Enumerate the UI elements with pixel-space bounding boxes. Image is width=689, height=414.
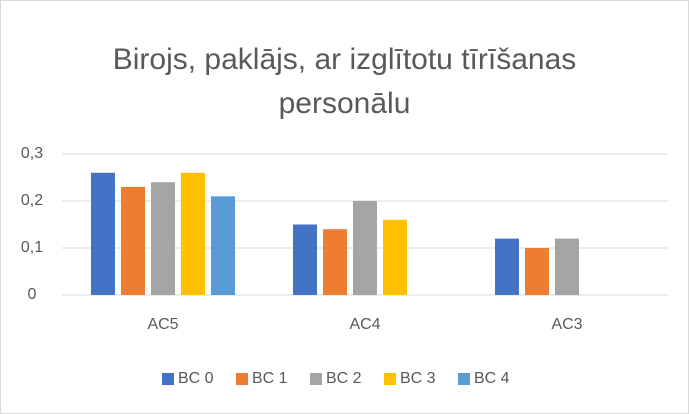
bar xyxy=(495,238,519,295)
legend-swatch xyxy=(236,373,248,385)
bar xyxy=(383,219,407,295)
y-tick-label: 0,2 xyxy=(21,192,43,209)
legend-label: BC 4 xyxy=(474,370,510,387)
y-tick-label: 0,3 xyxy=(21,145,43,162)
legend-swatch xyxy=(310,373,322,385)
bar xyxy=(525,248,549,295)
legend-swatch xyxy=(458,373,470,385)
y-tick-label: 0,1 xyxy=(21,239,43,256)
bar xyxy=(323,229,347,295)
chart-title: Birojs, paklājs, ar izglītotu tīrīšanas … xyxy=(112,43,577,120)
legend-swatch xyxy=(384,373,396,385)
legend-swatch xyxy=(162,373,174,385)
bar xyxy=(121,186,145,295)
x-tick-label: AC5 xyxy=(147,316,178,333)
y-tick-label: 0 xyxy=(28,286,37,303)
x-tick-label: AC3 xyxy=(551,316,582,333)
legend-label: BC 1 xyxy=(252,370,288,387)
x-tick-label: AC4 xyxy=(349,316,380,333)
bar xyxy=(293,224,317,295)
bar xyxy=(555,238,579,295)
legend-label: BC 3 xyxy=(400,370,436,387)
bar xyxy=(211,196,235,295)
bar xyxy=(91,172,115,295)
bar xyxy=(151,182,175,295)
bar xyxy=(181,172,205,295)
legend-label: BC 2 xyxy=(326,370,362,387)
legend-label: BC 0 xyxy=(178,370,214,387)
bar xyxy=(353,201,377,295)
